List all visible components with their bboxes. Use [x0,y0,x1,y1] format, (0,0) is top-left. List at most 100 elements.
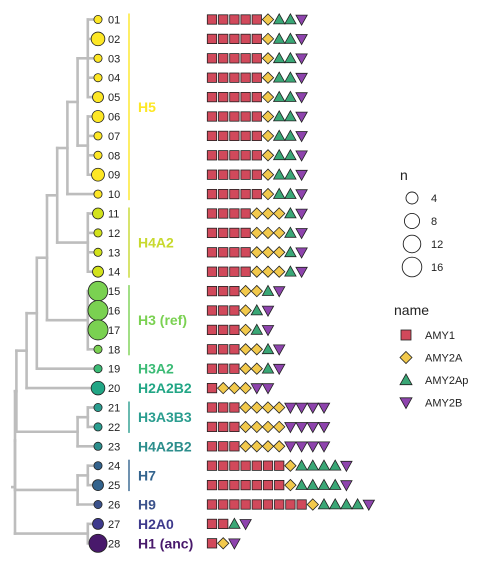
tip-node [93,344,103,354]
glyph-amy1 [206,227,218,238]
size-legend-circle [403,212,421,230]
glyph-amy1 [218,344,229,355]
glyph-amy1 [240,247,251,258]
glyph-amy1 [206,33,218,45]
glyph-amy1 [206,305,218,316]
glyph-amy2a [216,537,230,550]
tip-label: 28 [108,538,120,550]
tip-label: 24 [108,461,120,473]
gene-glyph-row [206,459,353,473]
glyph-amy1 [229,188,240,200]
tip-node [92,91,104,103]
shape-legend-label: AMY1 [425,330,455,342]
glyph-amy2ap [272,51,286,64]
glyph-amy2ap [250,323,264,335]
glyph-amy1 [285,499,296,510]
gene-glyph-row [206,401,331,414]
tip-node [93,131,103,141]
glyph-amy2b [317,441,331,453]
glyph-amy2a [272,226,286,240]
glyph-amy1 [296,499,307,510]
glyph-amy2a [250,420,264,434]
glyph-amy1 [240,188,251,200]
glyph-amy1 [229,130,240,141]
tip-node [93,14,103,24]
glyph-amy2a [250,207,264,220]
glyph-amy2b [295,150,308,162]
gene-glyph-row [206,265,308,279]
glyph-amy2ap [261,342,275,355]
glyph-amy1 [218,441,229,452]
glyph-amy2a [250,343,264,356]
shape-legend-label: AMY2A [425,353,463,365]
glyph-amy2ap [295,478,308,490]
tip-label: 22 [108,422,120,434]
tip-node [93,53,103,63]
glyph-amy1 [218,305,229,316]
glyph-amy1 [251,14,262,25]
glyph-amy2a [272,265,286,278]
clade-label: H1 (anc) [138,535,193,551]
glyph-amy2a [250,265,264,278]
tip-node [93,364,103,374]
clade-label: H4A2B2 [138,438,192,454]
glyph-amy1 [206,363,218,374]
glyph-amy2ap [284,90,297,102]
glyph-amy2a [261,207,275,220]
glyph-amy2a [216,381,230,395]
glyph-amy2a [261,13,275,26]
clade-label: H7 [138,467,156,483]
shape-legend-label: AMY2Ap [425,375,468,387]
glyph-amy2ap [284,187,297,199]
glyph-amy1 [229,227,240,238]
glyph-amy1 [218,130,229,141]
tip-label: 27 [108,519,120,531]
glyph-amy2a [239,362,252,375]
gene-glyph-row [206,323,275,337]
tip-label: 04 [108,73,120,85]
glyph-amy2ap [284,13,297,25]
tip-label: 06 [108,112,120,124]
glyph-amy2ap [272,32,286,44]
glyph-amy2b [306,422,320,434]
glyph-amy2a [250,226,264,240]
glyph-amy2a [261,226,275,240]
glyph-amy1 [240,499,251,510]
glyph-amy2b [295,441,308,453]
tip-node [87,300,109,321]
glyph-amy2ap [284,110,297,122]
glyph-amy1 [251,72,262,83]
glyph-amy2b [295,14,308,26]
tip-node [93,422,103,432]
glyph-amy1 [251,92,262,103]
glyph-amy2a [239,401,252,414]
tip-label: 15 [108,286,120,298]
glyph-amy1 [206,111,218,122]
glyph-amy2ap [317,459,331,471]
tip-node [90,380,106,396]
glyph-amy2b [295,111,308,123]
glyph-amy1 [262,460,274,471]
glyph-amy2b [295,131,308,143]
glyph-amy1 [274,479,285,491]
glyph-amy2b [317,422,331,434]
tip-node [90,31,106,47]
glyph-amy2ap [228,517,241,529]
glyph-amy2ap [328,498,342,510]
glyph-amy2b [284,422,297,434]
glyph-amy2a [272,401,286,414]
glyph-amy1 [240,92,251,103]
glyph-amy2ap [328,459,342,471]
clade-label: H3 (ref) [138,312,187,328]
glyph-amy1 [240,208,251,219]
glyph-amy2a [239,323,252,337]
glyph-amy1 [218,499,229,510]
tip-node [93,461,103,471]
tip-label: 16 [108,306,120,318]
glyph-amy2b [261,383,275,395]
glyph-amy1 [218,33,229,45]
glyph-amy1 [218,111,229,122]
clade-labels: H5 H4A2 H3 (ref) H3A2 H2A2B2 H3A3B3 H4A2B2 H7 H9… [128,13,193,551]
glyph-amy2b [295,208,308,220]
